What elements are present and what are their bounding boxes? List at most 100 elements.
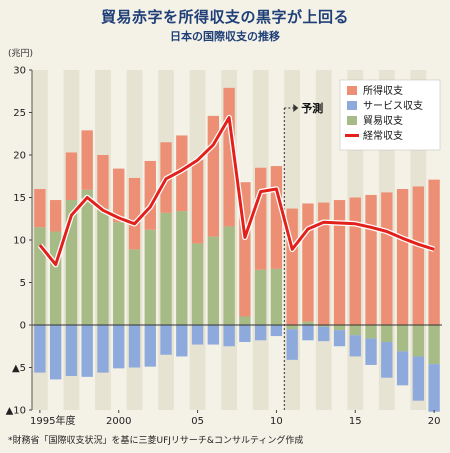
y-axis-unit-label: (兆円) (8, 49, 34, 59)
bar-segment (333, 325, 346, 331)
bar-segment (144, 229, 156, 325)
bar-segment (128, 177, 141, 250)
bar-segment (97, 208, 109, 325)
bar-segment (365, 325, 377, 339)
y-tick-label: ▲10 (6, 406, 26, 417)
bar-segment (223, 226, 235, 325)
y-tick-label: ▲5 (12, 363, 26, 374)
bar-segment (254, 167, 267, 270)
bar-segment (128, 249, 141, 325)
bar-segment (49, 200, 62, 232)
bar-segment (160, 325, 172, 355)
legend-label: 貿易収支 (363, 115, 403, 127)
bar-segment (34, 189, 46, 228)
chart-title: 貿易赤字を所得収支の黒字が上回る (100, 8, 349, 26)
bar-segment (81, 130, 93, 190)
bar-segment (254, 325, 267, 341)
bar-segment (349, 197, 361, 325)
forecast-label: 予測 (301, 101, 323, 115)
x-tick-label: 2000 (106, 416, 131, 427)
y-tick-label: 30 (13, 66, 26, 77)
bar-segment (176, 325, 188, 357)
legend-label: 所得収支 (363, 85, 403, 97)
bar-segment (34, 325, 46, 373)
bar-segment (191, 325, 204, 345)
bar-segment (81, 325, 93, 377)
x-tick-label: 05 (191, 416, 204, 427)
bar-segment (302, 325, 314, 341)
bar-segment (381, 192, 393, 325)
bar-segment (396, 189, 409, 325)
bar-segment (333, 200, 346, 325)
y-tick-label: 0 (20, 321, 26, 332)
bar-segment (191, 160, 204, 244)
bar-segment (223, 325, 235, 347)
y-tick-label: 10 (13, 236, 26, 247)
bar-segment (34, 227, 46, 325)
bar-segment (207, 115, 220, 237)
bar-segment (97, 325, 109, 373)
legend-label: 経常収支 (363, 129, 403, 142)
current-account-line (38, 116, 435, 267)
bar-segment (286, 329, 298, 360)
bar-segment (428, 179, 440, 325)
bar-segment (412, 325, 425, 357)
y-tick-label: 15 (13, 193, 26, 204)
bar-segment (381, 342, 393, 378)
bar-segment (318, 326, 330, 342)
bar-segment (49, 231, 62, 325)
bar-segment (65, 200, 78, 325)
bar-segment (113, 222, 125, 325)
bar-segment (396, 351, 409, 386)
bar-segment (191, 243, 204, 325)
bar-segment (144, 160, 156, 230)
bar-segment (239, 316, 251, 325)
source-note: *財務省「国際収支状況」を基に三菱UFJリサーチ&コンサルティング作成 (8, 436, 304, 446)
bar-segment (428, 364, 440, 412)
legend-swatch (347, 86, 357, 95)
bar-segment (81, 189, 93, 325)
legend-swatch (347, 101, 357, 110)
x-tick-label: 1995年度 (30, 414, 75, 427)
bar-segment (176, 211, 188, 325)
bar-segment (207, 325, 220, 345)
bar-segment (365, 338, 377, 365)
bar-segment (270, 268, 283, 325)
bar-segment (381, 325, 393, 342)
bar-segment (302, 321, 314, 325)
y-tick-label: 20 (13, 151, 26, 162)
bar-segment (412, 186, 425, 325)
bar-segment (412, 356, 425, 401)
bar-segment (113, 168, 125, 223)
bar-segment (239, 182, 251, 317)
bar-segment (65, 325, 78, 376)
bar-segment (239, 325, 251, 342)
bar-segment (97, 155, 109, 209)
bar-segment (160, 212, 172, 325)
bar-segment (349, 335, 361, 357)
bar-segment (113, 325, 125, 369)
x-tick-label: 10 (270, 416, 283, 427)
bar-segment (49, 325, 62, 380)
bar-segment (128, 325, 141, 368)
bar-segment (223, 87, 235, 227)
bar-segment (349, 325, 361, 336)
bar-segment (207, 236, 220, 325)
y-tick-label: 5 (20, 278, 26, 289)
bar-segment (270, 325, 283, 337)
legend-label: サービス収支 (363, 100, 423, 112)
x-tick-label: 15 (349, 416, 362, 427)
bar-segment (286, 208, 298, 325)
bar-segment (254, 269, 267, 325)
x-tick-label: 20 (428, 416, 441, 427)
legend-swatch (347, 116, 357, 125)
y-tick-label: 25 (13, 108, 26, 119)
bar-segment (365, 194, 377, 325)
bar-segment (396, 325, 409, 352)
bar-segment (302, 203, 314, 322)
forecast-arrow-head (293, 104, 299, 112)
bar-segment (333, 330, 346, 347)
bar-segment (318, 202, 330, 325)
